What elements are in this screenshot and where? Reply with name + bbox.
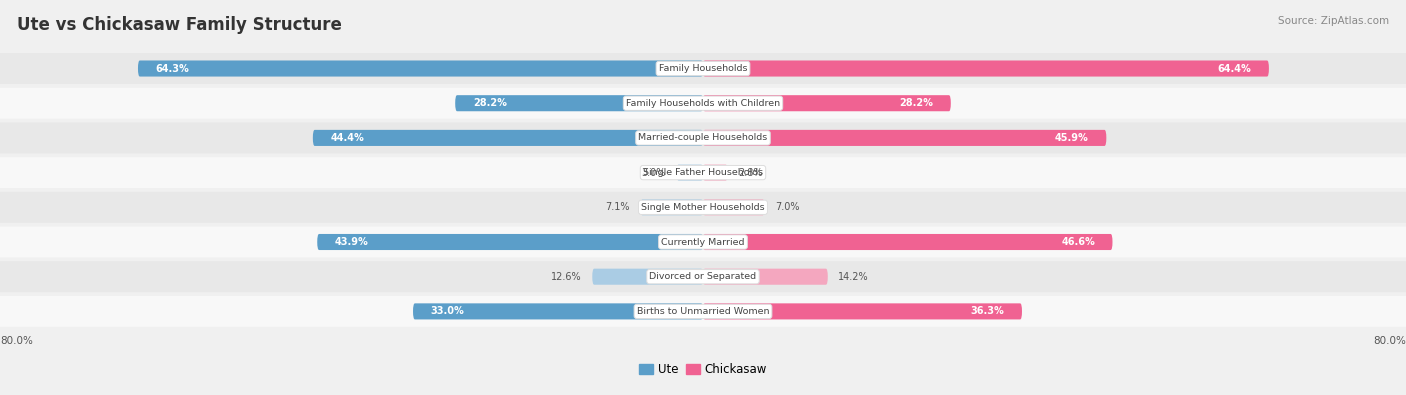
Text: 46.6%: 46.6% <box>1062 237 1095 247</box>
Text: 28.2%: 28.2% <box>472 98 506 108</box>
Text: 64.3%: 64.3% <box>156 64 190 73</box>
FancyBboxPatch shape <box>0 261 1406 292</box>
FancyBboxPatch shape <box>0 227 1406 258</box>
FancyBboxPatch shape <box>0 157 1406 188</box>
FancyBboxPatch shape <box>413 303 703 320</box>
Text: 64.4%: 64.4% <box>1218 64 1251 73</box>
Text: Births to Unmarried Women: Births to Unmarried Women <box>637 307 769 316</box>
Legend: Ute, Chickasaw: Ute, Chickasaw <box>634 358 772 381</box>
FancyBboxPatch shape <box>0 53 1406 84</box>
Text: 7.0%: 7.0% <box>775 202 800 212</box>
Text: Family Households: Family Households <box>659 64 747 73</box>
FancyBboxPatch shape <box>318 234 703 250</box>
Text: 7.1%: 7.1% <box>606 202 630 212</box>
Text: 3.0%: 3.0% <box>641 167 666 178</box>
FancyBboxPatch shape <box>703 234 1112 250</box>
Text: 80.0%: 80.0% <box>0 336 32 346</box>
FancyBboxPatch shape <box>703 130 1107 146</box>
FancyBboxPatch shape <box>592 269 703 285</box>
FancyBboxPatch shape <box>0 296 1406 327</box>
FancyBboxPatch shape <box>703 269 828 285</box>
Text: Ute vs Chickasaw Family Structure: Ute vs Chickasaw Family Structure <box>17 16 342 34</box>
Text: Source: ZipAtlas.com: Source: ZipAtlas.com <box>1278 16 1389 26</box>
FancyBboxPatch shape <box>703 165 728 181</box>
Text: 44.4%: 44.4% <box>330 133 364 143</box>
Text: 14.2%: 14.2% <box>838 272 869 282</box>
FancyBboxPatch shape <box>0 122 1406 153</box>
FancyBboxPatch shape <box>314 130 703 146</box>
FancyBboxPatch shape <box>703 199 765 215</box>
Text: Married-couple Households: Married-couple Households <box>638 134 768 143</box>
FancyBboxPatch shape <box>703 303 1022 320</box>
FancyBboxPatch shape <box>641 199 703 215</box>
Text: Family Households with Children: Family Households with Children <box>626 99 780 108</box>
Text: 28.2%: 28.2% <box>900 98 934 108</box>
Text: Single Mother Households: Single Mother Households <box>641 203 765 212</box>
Text: 80.0%: 80.0% <box>1374 336 1406 346</box>
Text: 2.8%: 2.8% <box>738 167 762 178</box>
Text: 43.9%: 43.9% <box>335 237 368 247</box>
FancyBboxPatch shape <box>676 165 703 181</box>
Text: 36.3%: 36.3% <box>970 307 1004 316</box>
FancyBboxPatch shape <box>0 88 1406 118</box>
FancyBboxPatch shape <box>456 95 703 111</box>
Text: 33.0%: 33.0% <box>430 307 464 316</box>
FancyBboxPatch shape <box>703 60 1268 77</box>
Text: Currently Married: Currently Married <box>661 237 745 246</box>
Text: Divorced or Separated: Divorced or Separated <box>650 272 756 281</box>
Text: 45.9%: 45.9% <box>1054 133 1088 143</box>
Text: 12.6%: 12.6% <box>551 272 582 282</box>
Text: Single Father Households: Single Father Households <box>643 168 763 177</box>
FancyBboxPatch shape <box>703 95 950 111</box>
FancyBboxPatch shape <box>138 60 703 77</box>
FancyBboxPatch shape <box>0 192 1406 223</box>
